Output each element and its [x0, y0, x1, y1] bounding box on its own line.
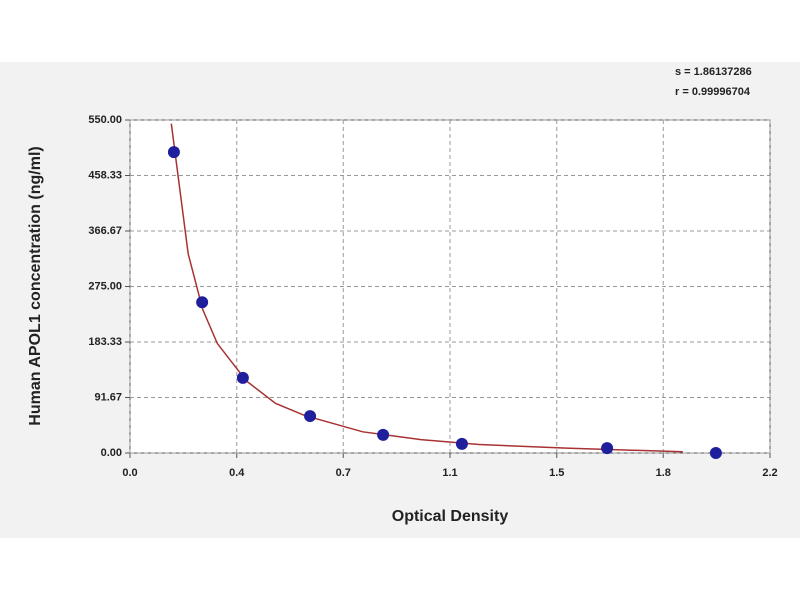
data-point	[709, 447, 722, 459]
annotation: r = 0.99996704	[675, 86, 751, 98]
y-tick-label: 366.67	[88, 225, 122, 237]
x-tick-label: 1.5	[549, 467, 564, 479]
x-tick-label: 2.2	[762, 467, 777, 479]
y-axis-label: Human APOL1 concentration (ng/ml)	[27, 146, 44, 425]
data-point	[236, 371, 249, 384]
x-tick-label: 0.4	[229, 467, 245, 479]
y-tick-label: 550.00	[88, 114, 122, 126]
y-tick-label: 458.33	[88, 169, 122, 181]
annotation: s = 1.86137286	[675, 66, 752, 78]
data-point	[455, 437, 468, 450]
y-tick-label: 183.33	[88, 336, 122, 348]
y-tick-label: 0.00	[101, 447, 122, 459]
data-point	[304, 410, 317, 423]
x-tick-label: 0.7	[336, 467, 351, 479]
x-tick-label: 1.8	[656, 467, 671, 479]
y-tick-label: 275.00	[88, 280, 122, 292]
y-tick-label: 91.67	[94, 391, 122, 403]
data-point	[601, 442, 614, 455]
x-tick-label: 1.1	[442, 467, 457, 479]
x-tick-label: 0.0	[122, 467, 137, 479]
x-axis-label: Optical Density	[392, 508, 509, 525]
data-point	[196, 296, 209, 309]
data-point	[167, 146, 180, 159]
data-point	[377, 428, 390, 441]
